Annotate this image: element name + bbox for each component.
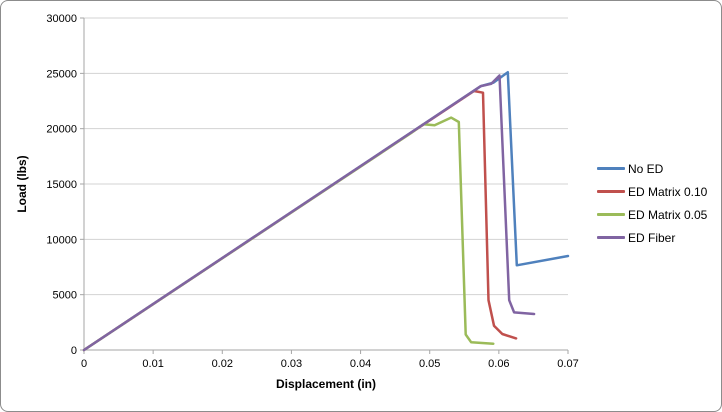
y-axis-title: Load (lbs) xyxy=(15,155,29,213)
series-line-no-ed xyxy=(82,70,570,352)
legend-label: No ED xyxy=(628,161,664,176)
x-tick-label: 0.03 xyxy=(281,358,302,370)
legend-line-swatch xyxy=(597,190,625,193)
x-axis-title: Displacement (in) xyxy=(275,377,377,391)
y-tick-label: 5000 xyxy=(53,290,77,302)
y-tick-label: 10000 xyxy=(46,234,77,246)
legend-label: ED Matrix 0.05 xyxy=(628,207,708,222)
legend-item-no-ed: No ED xyxy=(597,157,707,180)
legend-item-ed-matrix-0-05: ED Matrix 0.05 xyxy=(597,203,707,226)
y-tick-label: 30000 xyxy=(46,13,77,25)
legend-line-swatch xyxy=(597,167,625,170)
x-tick-label: 0.01 xyxy=(142,358,163,370)
legend-item-ed-fiber: ED Fiber xyxy=(597,226,707,249)
legend-line-swatch xyxy=(597,213,625,216)
x-tick-label: 0.07 xyxy=(557,358,578,370)
y-tick-label: 0 xyxy=(71,345,77,357)
x-tick-label: 0.04 xyxy=(350,358,371,370)
x-tick-label: 0.02 xyxy=(212,358,233,370)
series-line-ed-matrix-0-05 xyxy=(82,116,495,352)
y-tick-label: 15000 xyxy=(46,179,77,191)
series-line-ed-matrix-0-10 xyxy=(82,89,518,352)
legend-label: ED Fiber xyxy=(628,230,676,245)
legend-item-ed-matrix-0-10: ED Matrix 0.10 xyxy=(597,180,707,203)
x-tick-label: 0.06 xyxy=(488,358,509,370)
legend-line-swatch xyxy=(597,236,625,239)
series-line-ed-fiber xyxy=(82,74,536,352)
legend: No ED ED Matrix 0.10 ED Matrix 0.05 ED Fibe… xyxy=(597,157,707,249)
x-tick-label: 0.05 xyxy=(419,358,440,370)
y-tick-label: 20000 xyxy=(46,124,77,136)
legend-label: ED Matrix 0.10 xyxy=(628,184,708,199)
x-tick-label: 0 xyxy=(81,358,87,370)
y-tick-label: 25000 xyxy=(46,68,77,80)
